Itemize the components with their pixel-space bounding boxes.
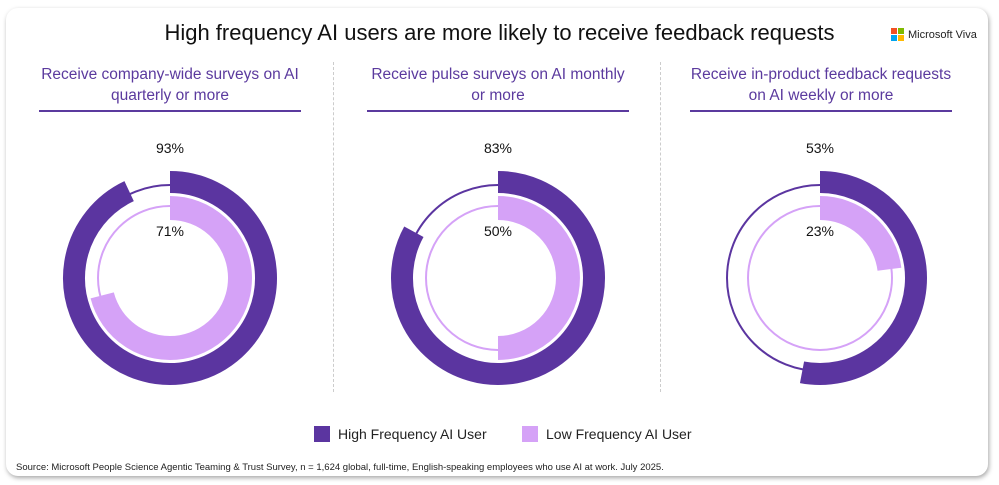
legend-swatch-high bbox=[314, 426, 330, 442]
low-value-label: 71% bbox=[156, 223, 184, 239]
panel-3-rule bbox=[690, 110, 952, 112]
high-value-label: 53% bbox=[806, 140, 834, 156]
high-frequency-arc bbox=[63, 171, 277, 385]
microsoft-viva-logo: Microsoft Viva bbox=[891, 28, 977, 41]
legend-swatch-low bbox=[522, 426, 538, 442]
microsoft-logo-icon bbox=[891, 28, 904, 41]
high-frequency-arc bbox=[391, 171, 605, 385]
panel-2-title: Receive pulse surveys on AI monthly or m… bbox=[371, 66, 625, 104]
panel-1-title: Receive company-wide surveys on AI quart… bbox=[41, 66, 299, 104]
low-frequency-arc bbox=[819, 196, 902, 272]
low-value-label: 23% bbox=[806, 223, 834, 239]
divider bbox=[333, 62, 334, 392]
chart-card bbox=[6, 8, 988, 476]
logo-text: Microsoft Viva bbox=[908, 28, 977, 41]
divider bbox=[660, 62, 661, 392]
panel-3-title: Receive in-product feedback requests on … bbox=[690, 66, 952, 104]
high-value-label: 83% bbox=[484, 140, 512, 156]
panel-2-rule bbox=[367, 110, 629, 112]
legend-item-low: Low Frequency AI User bbox=[522, 426, 692, 442]
legend-item-high: High Frequency AI User bbox=[314, 426, 487, 442]
high-value-label: 93% bbox=[156, 140, 184, 156]
legend-label-low: Low Frequency AI User bbox=[546, 426, 692, 442]
low-value-label: 50% bbox=[484, 223, 512, 239]
source-note: Source: Microsoft People Science Agentic… bbox=[16, 462, 664, 473]
legend-label-high: High Frequency AI User bbox=[338, 426, 487, 442]
high-frequency-arc bbox=[799, 171, 927, 385]
low-frequency-arc bbox=[497, 196, 580, 360]
chart-title: High frequency AI users are more likely … bbox=[164, 20, 835, 45]
low-frequency-arc bbox=[90, 196, 252, 360]
panel-1-rule bbox=[39, 110, 301, 112]
